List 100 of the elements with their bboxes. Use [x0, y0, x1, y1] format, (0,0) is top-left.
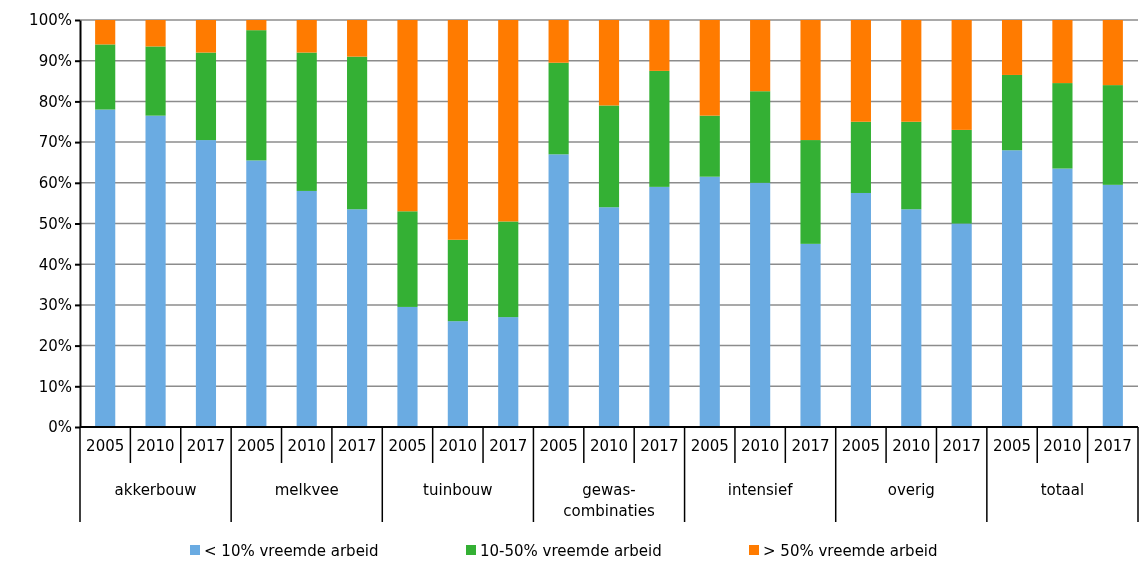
x-tick-label: 2010 [1043, 437, 1082, 455]
bar [800, 243, 821, 427]
y-tick-label: 90% [38, 52, 72, 70]
y-tick-label: 40% [38, 255, 72, 274]
text: akkerbouw [114, 481, 197, 499]
bar [951, 129, 972, 224]
legend-label: < 10% vreemde arbeid [204, 542, 379, 560]
bar [951, 20, 972, 130]
bar [598, 20, 620, 106]
y-tick-label: 70% [38, 133, 72, 152]
bar [699, 176, 720, 427]
y-tick-label: 50% [38, 214, 72, 233]
bar [1001, 74, 1023, 151]
bar [1102, 20, 1123, 86]
bar [1052, 20, 1073, 84]
bar [649, 70, 670, 187]
bar [145, 46, 166, 116]
bar [145, 115, 166, 427]
x-tick-label: 2017 [640, 437, 679, 455]
legend-label: 10-50% vreemde arbeid [480, 542, 662, 560]
y-tick-label: 30% [38, 296, 72, 315]
bar [347, 56, 368, 210]
bar [447, 239, 468, 322]
bar [397, 306, 418, 427]
x-tick-label: 2017 [1093, 437, 1132, 455]
x-tick-label: 2017 [489, 437, 528, 455]
x-tick-label: 2017 [338, 437, 377, 455]
bar [246, 20, 267, 31]
bar [850, 192, 871, 427]
bar [850, 20, 871, 122]
bar [145, 20, 166, 47]
bar [296, 190, 317, 427]
bar [296, 52, 317, 191]
bar [548, 154, 569, 427]
text: melkvee [274, 481, 339, 499]
bar [1001, 150, 1023, 427]
bar [347, 209, 368, 427]
x-tick-label: 2005 [237, 437, 276, 455]
text: tuinbouw [423, 481, 493, 499]
legend-label: > 50% vreemde arbeid [763, 542, 938, 560]
bar [750, 182, 771, 427]
bar [1102, 184, 1123, 427]
bar [447, 321, 468, 427]
x-tick-label: 2005 [388, 437, 427, 455]
bar [750, 91, 771, 183]
x-tick-label: 2010 [136, 437, 175, 455]
bar [95, 109, 116, 427]
bar [498, 20, 519, 222]
bar [195, 140, 217, 427]
y-tick-label: 20% [38, 336, 72, 355]
x-tick-label: 2005 [992, 437, 1032, 455]
y-tick-label: 80% [38, 92, 72, 111]
bar [901, 20, 922, 122]
bar [951, 223, 972, 427]
bar [246, 30, 267, 161]
x-tick-label: 2005 [841, 437, 880, 455]
bar [95, 20, 116, 45]
bar [850, 121, 871, 193]
x-tick-label: 2010 [438, 437, 477, 455]
y-tick-label: 60% [38, 174, 72, 193]
x-tick-label: 2005 [539, 437, 578, 455]
bar [195, 20, 217, 53]
bar [1052, 83, 1073, 169]
bar [1001, 20, 1023, 75]
x-tick-label: 2005 [86, 437, 125, 455]
text: gewas- combinaties [563, 481, 655, 520]
x-tick-label: 2017 [186, 437, 226, 455]
bar [649, 20, 670, 71]
bar [246, 160, 267, 427]
x-tick-label: 2017 [791, 437, 830, 455]
bar [397, 20, 418, 212]
y-tick-label: 0% [48, 418, 72, 437]
bar [498, 317, 519, 427]
bar [1052, 168, 1073, 427]
bar [750, 20, 771, 92]
bar [901, 121, 922, 210]
bar [397, 211, 418, 307]
bar [548, 62, 569, 155]
bar [699, 115, 720, 177]
x-tick-label: 2010 [741, 437, 780, 455]
bar [800, 20, 821, 141]
bar [699, 20, 720, 116]
y-tick-label: 10% [38, 377, 72, 396]
text: overig [887, 481, 935, 499]
bar [800, 140, 821, 244]
bar [598, 207, 620, 427]
bar [195, 52, 217, 141]
bar [296, 20, 317, 53]
bar [901, 209, 922, 427]
x-tick-label: 2010 [589, 437, 629, 455]
x-tick-label: 2005 [690, 437, 729, 455]
x-tick-label: 2017 [942, 437, 981, 455]
bar [95, 44, 116, 110]
text: intensief [727, 481, 794, 499]
bar [548, 20, 569, 63]
text: totaal [1040, 481, 1085, 499]
x-tick-label: 2010 [892, 437, 931, 455]
bar [649, 186, 670, 427]
bar [447, 20, 468, 240]
bar [498, 221, 519, 318]
